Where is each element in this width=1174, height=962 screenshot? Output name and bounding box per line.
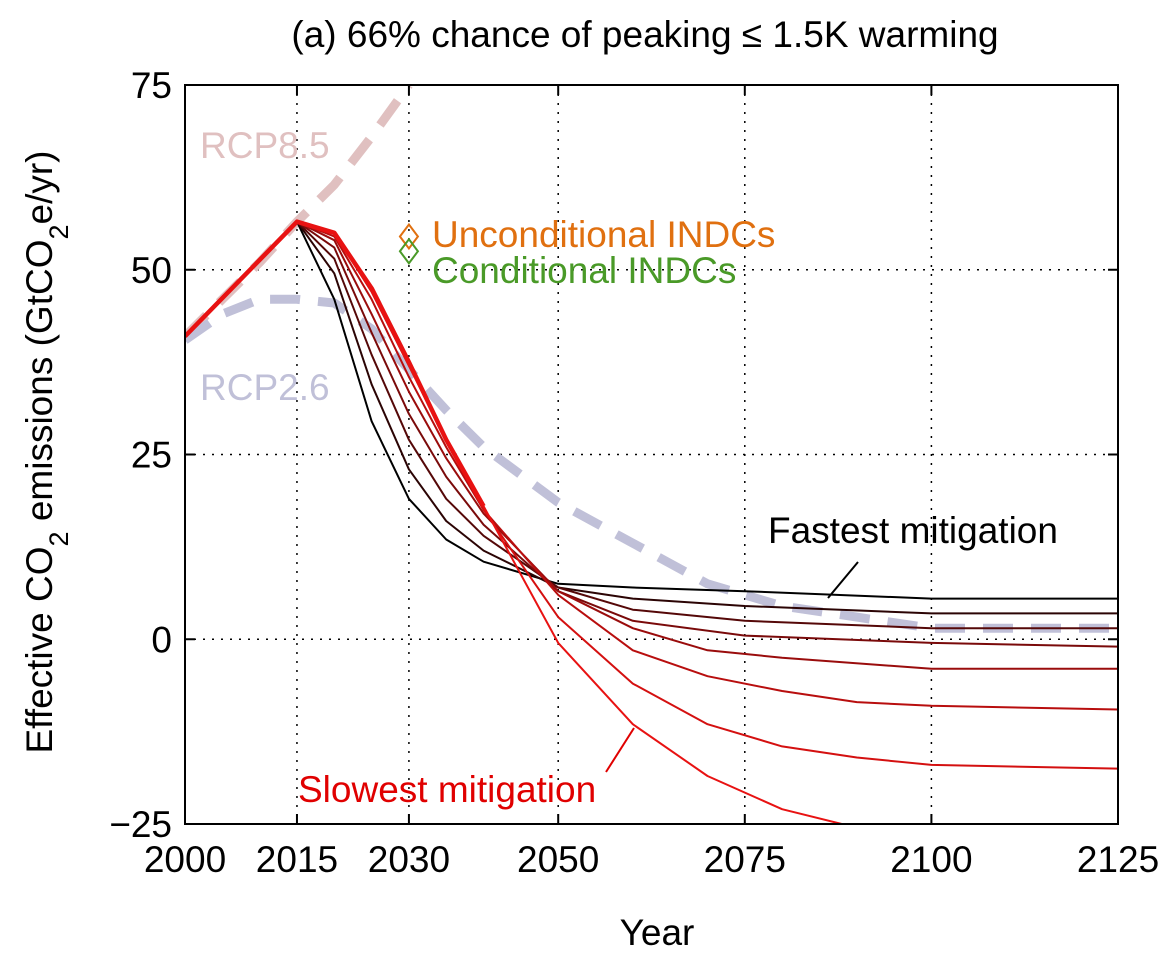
x-axis-label: Year (620, 912, 695, 953)
y-label-part-2: emissions (GtCO (19, 240, 60, 532)
grid-lines (185, 85, 1118, 824)
x-tick-label: 2075 (704, 839, 786, 880)
x-tick-label: 2125 (1077, 839, 1159, 880)
unconditional-indcs-label: Unconditional INDCs (432, 214, 775, 255)
y-tick-label: 25 (131, 435, 172, 476)
slowest-mitigation-label: Slowest mitigation (298, 769, 596, 810)
y-tick-label: 50 (131, 250, 172, 291)
mitigation-line-2 (185, 220, 1118, 615)
rcp26-label: RCP2.6 (200, 367, 330, 408)
chart-title: (a) 66% chance of peaking ≤ 1.5K warming (291, 14, 998, 55)
y-tick-label: 75 (131, 65, 172, 106)
y-label-part-1: Effective CO (19, 546, 60, 753)
unconditional-indc-marker (398, 222, 420, 251)
plot-frame (184, 84, 1119, 825)
mitigation-line-4 (185, 220, 1118, 648)
plot-area-background (185, 85, 1118, 824)
mitigation-line-1 (185, 220, 1118, 600)
rcp85-label: RCP8.5 (200, 125, 330, 166)
conditional-indcs-label: Conditional INDCs (432, 250, 736, 291)
fastest-mitigation-label: Fastest mitigation (768, 510, 1058, 551)
mitigation-line-9 (185, 219, 486, 508)
axis-ticks: 2000 2015 2030 2050 2075 2100 2125 −25 0 25 50 75 (109, 65, 1159, 880)
mitigation-pathway-lines (185, 219, 1118, 824)
mitigation-line-3 (185, 220, 1118, 630)
slowest-leader-line (605, 727, 635, 773)
y-label-subscript-2: 2 (44, 224, 74, 239)
x-tick-label: 2100 (890, 839, 972, 880)
y-label-subscript-1: 2 (44, 531, 74, 546)
indc-markers (398, 222, 420, 265)
x-tick-label: 2050 (517, 839, 599, 880)
reference-line-rcp26 (185, 294, 1118, 633)
y-axis-label: Effective CO2 emissions (GtCO2e/yr) (19, 150, 74, 753)
x-tick-label: 2000 (144, 839, 226, 880)
y-tick-label: 0 (151, 619, 172, 660)
y-label-part-3: e/yr) (19, 150, 60, 224)
x-tick-label: 2030 (368, 839, 450, 880)
mitigation-line-5 (185, 220, 1118, 670)
mitigation-line-6 (185, 220, 1118, 711)
conditional-indc-marker (398, 237, 420, 265)
x-tick-label: 2015 (256, 839, 338, 880)
y-tick-label: −25 (109, 804, 172, 845)
fastest-leader-line (827, 561, 859, 599)
